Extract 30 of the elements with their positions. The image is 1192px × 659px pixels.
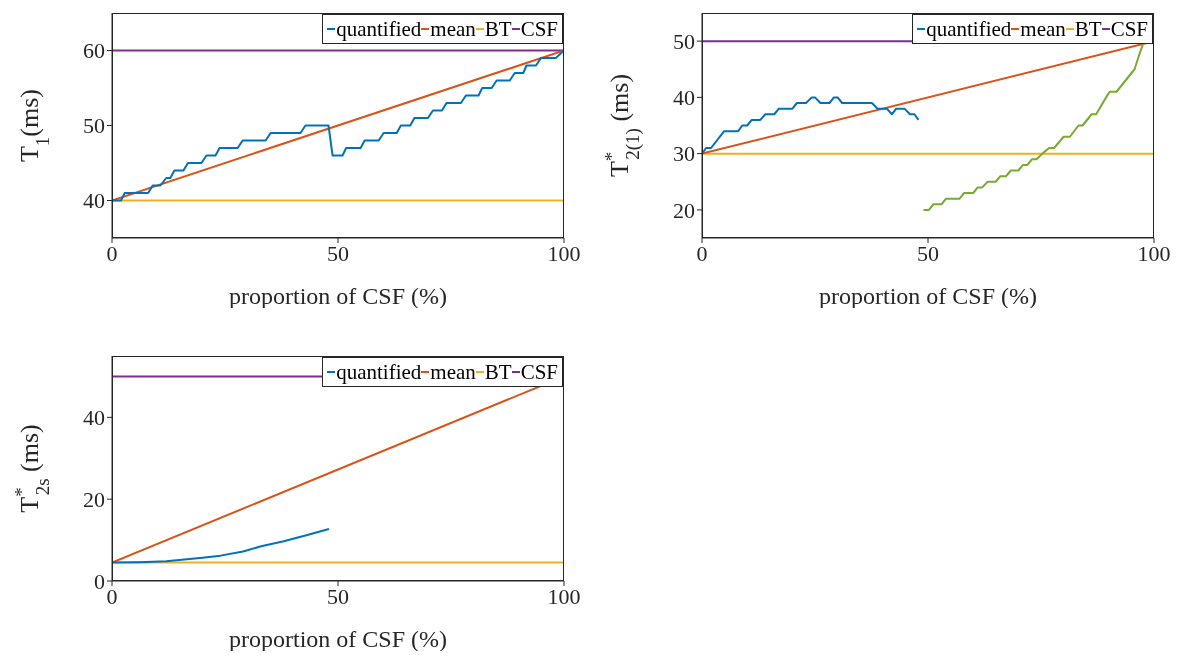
x-tick-label: 100 xyxy=(547,240,581,266)
legend-label: mean xyxy=(430,16,476,43)
line-series xyxy=(702,96,920,155)
legend-label: mean xyxy=(430,359,476,386)
x-tick-label: 50 xyxy=(327,583,349,609)
line-series xyxy=(112,528,330,564)
y-tick-label: 30 xyxy=(673,141,695,167)
x-tick-label: 50 xyxy=(917,240,939,266)
legend-label: CSF xyxy=(1110,16,1148,43)
y-tick-label: 40 xyxy=(673,85,695,111)
legend-label: BT xyxy=(484,359,512,386)
x-tick-label: 100 xyxy=(547,583,581,609)
legend-label: quantified xyxy=(926,16,1012,43)
legend-label: CSF xyxy=(520,16,558,43)
legend-label: CSF xyxy=(520,359,558,386)
y-tick-label: 40 xyxy=(83,188,105,214)
y-tick-label: 50 xyxy=(673,28,695,54)
legend-label: mean xyxy=(1020,16,1066,43)
x-tick-label: 100 xyxy=(1137,240,1171,266)
line-series xyxy=(112,49,564,202)
y-tick-label: 20 xyxy=(83,486,105,512)
legend-label: BT xyxy=(484,16,512,43)
y-tick-label: 50 xyxy=(83,113,105,139)
x-tick-label: 50 xyxy=(327,240,349,266)
y-tick-label: 20 xyxy=(673,197,695,223)
legend-label: quantified xyxy=(336,16,422,43)
y-tick-label: 60 xyxy=(83,38,105,64)
legend-label: BT xyxy=(1074,16,1102,43)
y-tick-label: 40 xyxy=(83,405,105,431)
legend-label: quantified xyxy=(336,359,422,386)
